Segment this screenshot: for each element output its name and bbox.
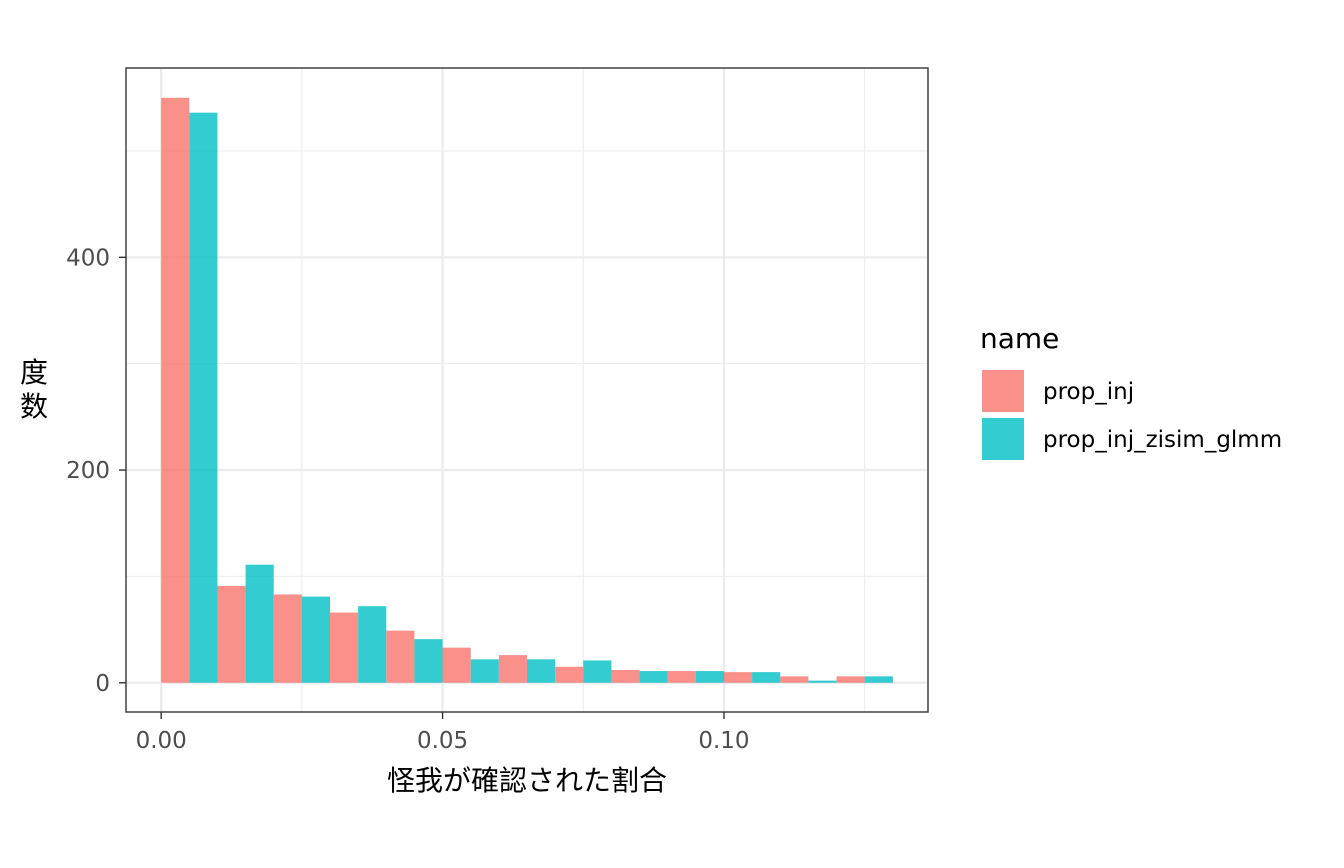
y-axis: 0 200 400 [66,245,126,697]
bar-prop_inj [442,647,471,683]
y-axis-title-char: 数 [20,390,48,423]
bar-prop_inj_zisim_glmm [301,596,331,683]
bar-prop_inj_zisim_glmm [527,659,556,683]
x-tick-label: 0.10 [698,728,749,754]
legend-label: prop_inj_zisim_glmm [1043,427,1282,453]
bar-prop_inj_zisim_glmm [639,671,668,683]
bar-prop_inj [498,655,527,683]
bar-prop_inj_zisim_glmm [695,671,724,683]
bar-prop_inj_zisim_glmm [808,680,837,683]
y-axis-title-char: 度 [20,356,48,389]
bars-layer [161,97,893,683]
x-tick-label: 0.00 [136,728,187,754]
x-axis: 0.00 0.05 0.10 [136,712,750,754]
bar-prop_inj [611,669,640,683]
bar-prop_inj [780,676,809,683]
bar-prop_inj [217,585,246,683]
bar-prop_inj_zisim_glmm [245,564,274,683]
y-axis-title: 度数 [20,356,48,423]
bar-prop_inj [386,630,415,683]
bar-prop_inj_zisim_glmm [414,639,443,683]
bar-prop_inj_zisim_glmm [864,676,893,683]
bar-prop_inj_zisim_glmm [470,659,499,683]
bar-prop_inj [161,97,190,683]
bar-prop_inj [667,671,696,683]
bar-prop_inj_zisim_glmm [358,606,387,683]
legend-title: name [980,322,1059,355]
plot-border [125,67,929,713]
legend-label: prop_inj [1043,379,1134,405]
y-tick-label: 0 [95,671,110,697]
bar-prop_inj [273,594,302,683]
y-tick-label: 200 [66,458,110,484]
bar-prop_inj [723,672,753,683]
x-axis-title: 怪我が確認された割合 [387,764,667,797]
legend-key-prop_inj [982,370,1024,412]
bar-prop_inj_zisim_glmm [189,112,218,683]
legend-key-prop_inj_zisim_glmm [982,418,1024,460]
bar-prop_inj [836,676,865,683]
x-tick-label: 0.05 [417,728,468,754]
bar-prop_inj [330,612,359,683]
bar-prop_inj_zisim_glmm [752,672,781,683]
legend: name prop_inj prop_inj_zisim_glmm [980,322,1282,460]
bar-prop_inj [555,666,584,683]
y-tick-label: 400 [66,245,110,271]
bar-prop_inj_zisim_glmm [583,660,612,683]
